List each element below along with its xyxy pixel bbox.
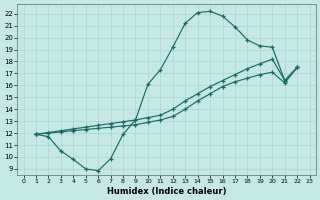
X-axis label: Humidex (Indice chaleur): Humidex (Indice chaleur) xyxy=(107,187,226,196)
